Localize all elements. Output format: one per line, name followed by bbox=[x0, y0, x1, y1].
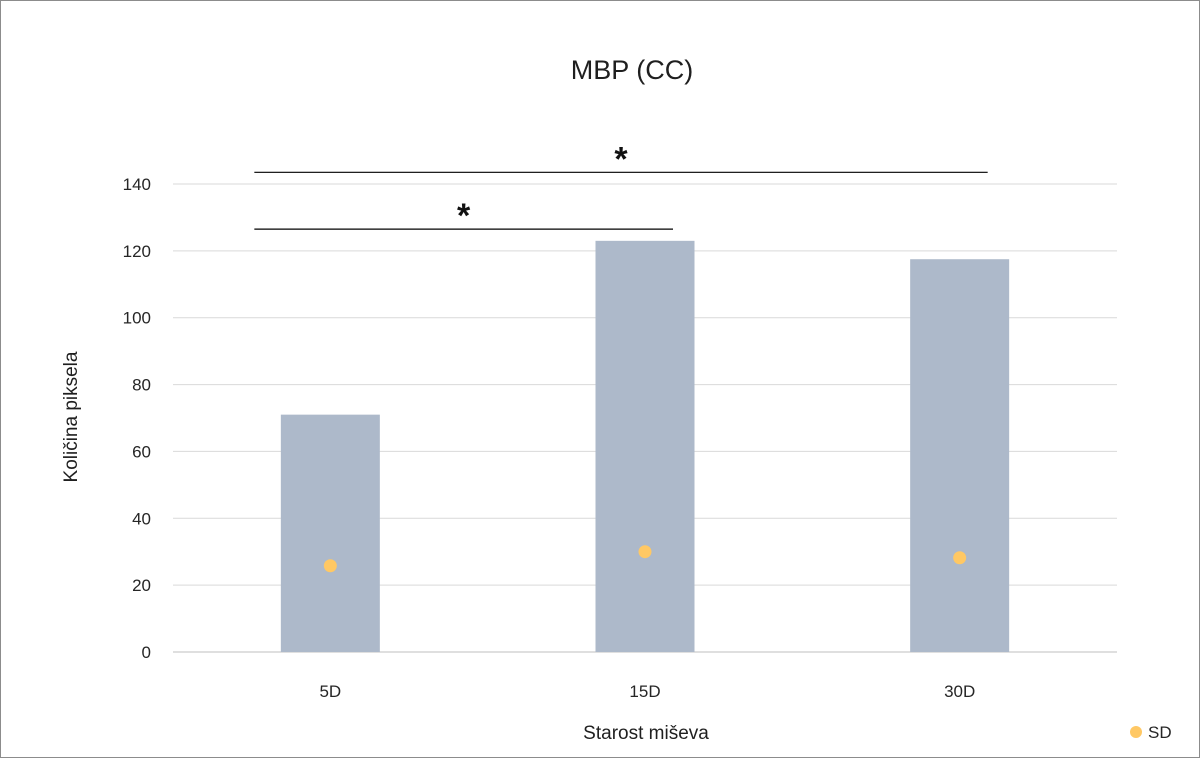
sd-dot-15D bbox=[638, 545, 652, 559]
y-tick-60: 60 bbox=[132, 442, 151, 461]
y-tick-80: 80 bbox=[132, 376, 151, 395]
y-tick-labels: 0 20 40 60 80 100 120 140 bbox=[123, 175, 151, 662]
x-tick-15D: 15D bbox=[629, 682, 660, 701]
bars bbox=[280, 240, 1010, 653]
legend: SD bbox=[1130, 723, 1172, 742]
y-tick-140: 140 bbox=[123, 175, 151, 194]
chart-title: MBP (CC) bbox=[571, 55, 694, 85]
sd-dots bbox=[323, 545, 967, 573]
sd-dot-5D bbox=[323, 559, 337, 573]
y-tick-120: 120 bbox=[123, 242, 151, 261]
y-axis-title: Količina piksela bbox=[61, 351, 82, 482]
bar-5D bbox=[280, 414, 380, 652]
significance-star-1: * bbox=[457, 197, 471, 235]
sd-dot-30D bbox=[953, 551, 967, 565]
legend-sd-marker bbox=[1130, 726, 1142, 738]
y-tick-20: 20 bbox=[132, 576, 151, 595]
y-tick-100: 100 bbox=[123, 309, 151, 328]
x-tick-5D: 5D bbox=[319, 682, 341, 701]
bar-15D bbox=[595, 240, 695, 653]
x-axis-title: Starost miševa bbox=[583, 723, 709, 744]
y-tick-0: 0 bbox=[142, 643, 151, 662]
y-tick-40: 40 bbox=[132, 509, 151, 528]
legend-sd-label: SD bbox=[1148, 723, 1172, 742]
significance-star-2: * bbox=[614, 140, 628, 178]
x-tick-30D: 30D bbox=[944, 682, 975, 701]
x-tick-labels: 5D 15D 30D bbox=[319, 682, 975, 701]
significance-annotations: ** bbox=[254, 140, 988, 235]
bar-30D bbox=[910, 259, 1010, 652]
